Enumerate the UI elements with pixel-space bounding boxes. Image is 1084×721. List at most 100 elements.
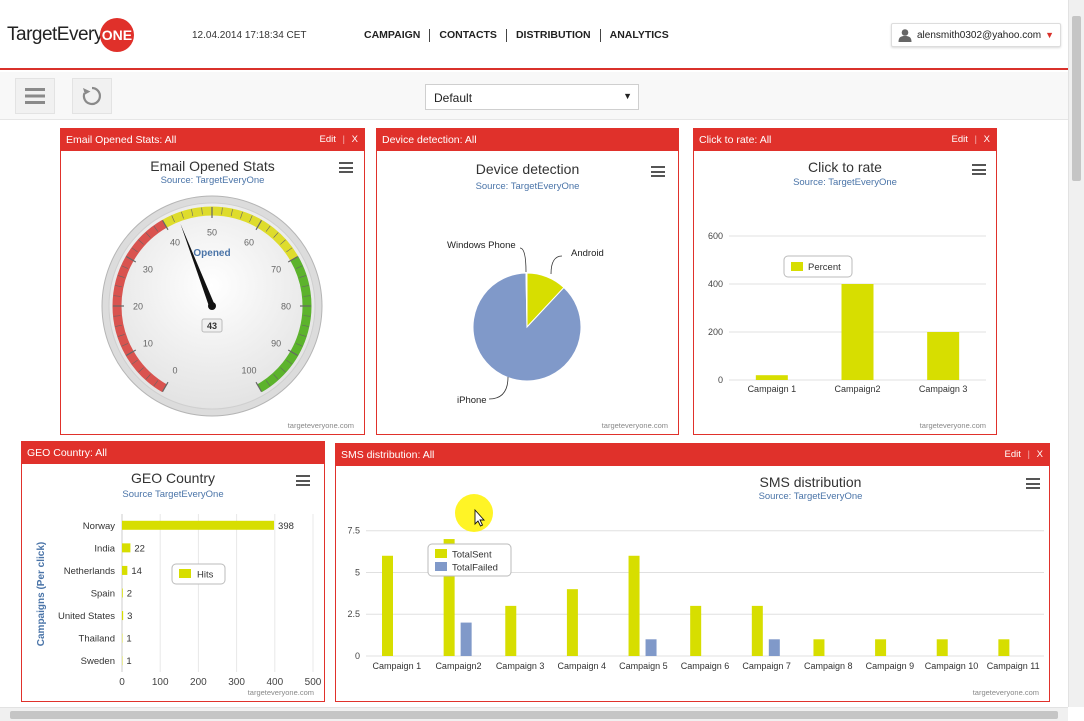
gauge-tick (286, 359, 293, 365)
widget-device-detection: Device detection: All Device detection S… (376, 128, 679, 435)
chart-title: GEO Country (130, 470, 216, 486)
dashboard-select-value: Default (434, 91, 473, 105)
x-tick-label: Campaign 11 (987, 661, 1040, 671)
gauge-tick-label: 40 (170, 237, 180, 247)
user-menu[interactable]: alensmith0302@yahoo.com ▼ (891, 23, 1061, 47)
pie-slice (525, 272, 528, 328)
gauge-tick-label: 60 (244, 237, 254, 247)
gauge-tick (301, 324, 309, 327)
chart-menu-icon[interactable] (296, 475, 310, 486)
pie-label: Android (571, 248, 604, 259)
edit-link[interactable]: Edit (1004, 449, 1021, 460)
chart-subtitle: Source TargetEveryOne (122, 489, 224, 500)
legend-swatch (179, 569, 191, 578)
vertical-scrollbar[interactable] (1068, 0, 1084, 707)
y-tick-label: 0 (718, 375, 723, 385)
menu-button[interactable] (15, 78, 55, 114)
bar (645, 639, 657, 656)
chart-menu-icon[interactable] (1026, 478, 1040, 489)
x-tick-label: Campaign 5 (619, 661, 668, 671)
gauge-tick-label: 20 (133, 302, 143, 312)
bar (122, 588, 123, 598)
bar (927, 332, 960, 380)
horizontal-scrollbar[interactable] (0, 707, 1068, 721)
dashboard-select[interactable]: Default ▼ (425, 84, 639, 110)
gauge-tick (287, 349, 299, 357)
nav-contacts[interactable]: CONTACTS (429, 29, 506, 42)
gauge-tick (280, 239, 286, 245)
nav-distribution[interactable]: DISTRIBUTION (505, 29, 600, 42)
close-link[interactable]: X (351, 134, 358, 145)
logo[interactable]: TargetEvery ONE (7, 18, 134, 52)
gauge-tick (125, 255, 137, 263)
y-tick-label: 7.5 (347, 526, 360, 536)
y-tick-label: 5 (355, 567, 360, 577)
gauge-tick-label: 50 (207, 228, 217, 238)
chart-menu-icon[interactable] (339, 162, 353, 173)
gauge-tick (255, 219, 263, 231)
chart-title: Email Opened Stats (150, 158, 275, 174)
main-nav: CAMPAIGN CONTACTS DISTRIBUTION ANALYTICS (355, 29, 678, 42)
bar (813, 639, 825, 656)
data-label: 398 (278, 521, 294, 532)
gauge-chart: 0 10 20 30 40 50 60 70 80 90 100 Opened 43 (101, 195, 323, 417)
edit-link[interactable]: Edit (951, 134, 968, 145)
y-tick-label: 400 (708, 279, 723, 289)
chevron-down-icon: ▼ (1045, 30, 1055, 40)
pie-connector (488, 376, 509, 400)
widget-header-title: Device detection: All (382, 134, 477, 146)
chart-credit: targeteveryone.com (247, 688, 314, 697)
vertical-scrollbar-thumb[interactable] (1072, 16, 1081, 181)
bar (505, 605, 517, 656)
x-tick-label: 400 (266, 677, 283, 688)
chart-menu-icon[interactable] (972, 164, 986, 175)
x-tick-label: Campaign 8 (804, 661, 853, 671)
legend-label: Hits (197, 570, 214, 581)
x-tick-label: Campaign 1 (373, 661, 422, 671)
refresh-icon (82, 86, 101, 106)
nav-analytics[interactable]: ANALYTICS (599, 29, 678, 42)
gauge-tick (299, 275, 307, 278)
toolbar: Default ▼ (0, 72, 1068, 120)
horizontal-scrollbar-thumb[interactable] (10, 711, 1058, 719)
widget-click-to-rate: Click to rate: All Edit | X Click to rat… (693, 128, 997, 435)
gauge-tick (230, 209, 233, 217)
bar (690, 605, 702, 656)
gauge-tick (145, 232, 151, 238)
bar (460, 622, 472, 656)
widget-header: SMS distribution: All Edit | X (336, 444, 1049, 466)
gauge-tick (121, 343, 129, 347)
widget-header: Device detection: All (377, 129, 678, 151)
close-link[interactable]: X (1036, 449, 1043, 460)
y-axis-title: Campaigns (Per click) (36, 542, 47, 646)
close-link[interactable]: X (983, 134, 990, 145)
y-tick-label: Sweden (81, 656, 115, 667)
bar (841, 284, 874, 380)
widget-actions: Edit | X (319, 134, 358, 145)
gauge-tick (280, 367, 286, 373)
gauge-tick (125, 349, 137, 357)
widget-header: Click to rate: All Edit | X (694, 129, 996, 151)
gauge-tick-label: 0 (172, 366, 177, 376)
nav-campaign[interactable]: CAMPAIGN (364, 29, 421, 41)
gauge-tick (273, 374, 279, 380)
chart-subtitle: Source: TargetEveryOne (160, 175, 265, 186)
bar (122, 565, 128, 575)
refresh-button[interactable] (72, 78, 112, 114)
logo-text: TargetEvery (7, 24, 103, 45)
x-tick-label: Campaign2 (435, 661, 481, 671)
gauge-tick (131, 247, 138, 253)
x-tick-label: Campaign 1 (748, 384, 797, 394)
logo-badge: ONE (99, 18, 134, 52)
chart-menu-icon[interactable] (651, 166, 665, 177)
edit-link[interactable]: Edit (319, 134, 336, 145)
widget-header-title: GEO Country: All (27, 447, 107, 459)
gauge-tick (287, 255, 299, 263)
chart-title: SMS distribution (759, 474, 862, 490)
gauge-tick (240, 211, 243, 219)
gauge-needle (180, 223, 215, 307)
gauge-tick (221, 207, 223, 215)
gauge-tick (153, 380, 159, 387)
x-tick-label: Campaign 4 (557, 661, 606, 671)
widget-header-title: Click to rate: All (699, 134, 772, 146)
